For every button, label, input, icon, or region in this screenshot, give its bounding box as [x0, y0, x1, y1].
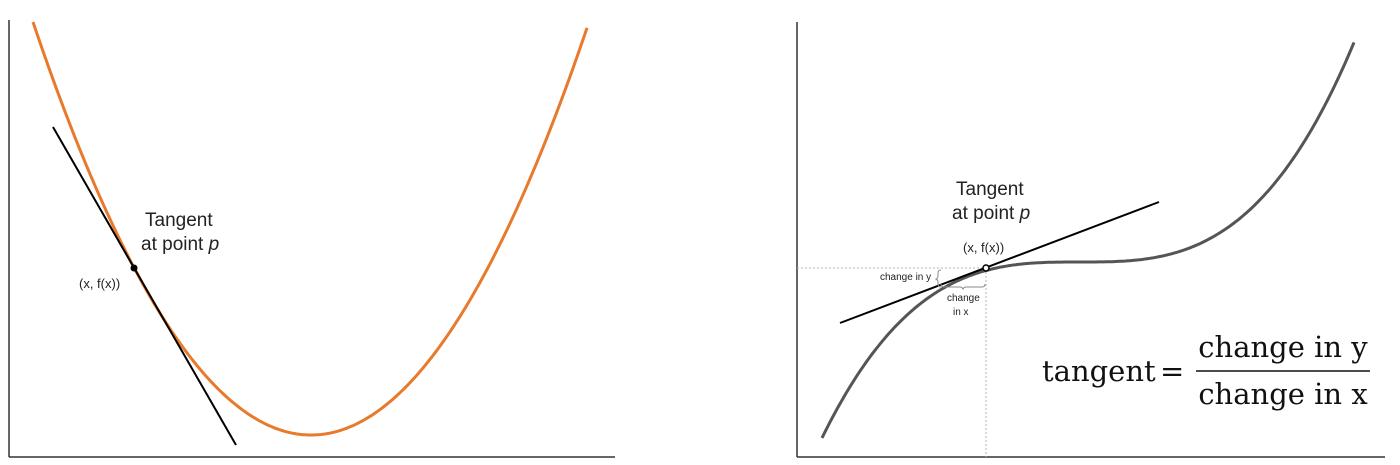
left-tangent-line	[52, 126, 237, 446]
change-in-y-label: change in y	[880, 272, 931, 283]
change-in-x-label-line1: change	[947, 293, 980, 304]
right-panel: Tangent at point p (x, f(x)) change in y…	[796, 22, 1385, 458]
tangent-formula: tangent = change in y change in x	[1042, 330, 1370, 411]
right-tangent-label-line1: Tangent	[956, 179, 1024, 200]
left-tangent-label-line1: Tangent	[145, 210, 213, 231]
left-panel: Tangent at point p (x, f(x))	[8, 20, 615, 458]
formula-equals: =	[1160, 354, 1184, 388]
right-tangent-line	[839, 201, 1160, 324]
left-tangent-point	[130, 264, 138, 272]
formula-denominator: change in x	[1198, 377, 1367, 411]
formula-numerator: change in y	[1198, 330, 1368, 364]
right-point-label: (x, f(x))	[963, 240, 1004, 255]
right-tangent-point	[982, 264, 990, 272]
change-in-x-label-line2: in x	[953, 307, 969, 318]
parabola-curve	[31, 21, 589, 437]
formula-lhs: tangent	[1042, 354, 1156, 388]
change-in-x-brace	[940, 283, 986, 291]
cubic-curve	[820, 41, 1356, 439]
right-tangent-label-line2: at point p	[952, 203, 1030, 224]
left-point-label: (x, f(x))	[79, 276, 120, 291]
left-tangent-label-line2: at point p	[141, 234, 219, 255]
change-in-y-brace	[934, 269, 942, 288]
